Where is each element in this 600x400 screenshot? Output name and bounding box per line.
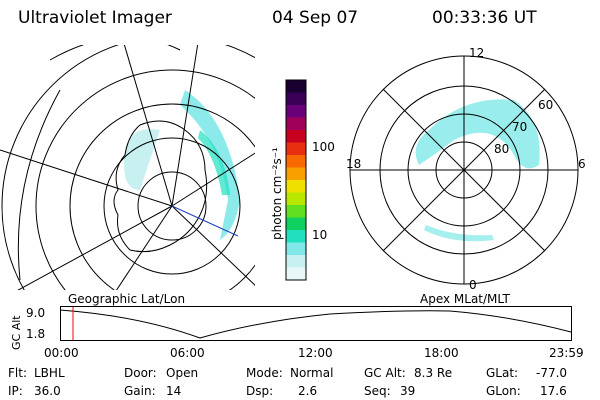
- altitude-plot: [59, 306, 572, 341]
- mlt-label-6: 6: [578, 157, 586, 171]
- colorbar-segment: [286, 192, 306, 206]
- colorbar-segment: [286, 105, 306, 118]
- time-label: 00:33:36 UT: [432, 8, 537, 28]
- geographic-map: [0, 45, 255, 290]
- colorbar-segment: [286, 205, 306, 218]
- colorbar-segment: [286, 180, 306, 193]
- mlt-label-12: 12: [469, 46, 485, 60]
- altitude-xtick-0: 00:00: [44, 346, 79, 360]
- ip-value: 36.0: [34, 384, 61, 398]
- colorbar: [285, 79, 307, 281]
- colorbar-segment: [286, 167, 306, 181]
- mode-value: Normal: [290, 366, 334, 380]
- geographic-label: Geographic Lat/Lon: [68, 292, 186, 306]
- glat-value: -77.0: [536, 366, 568, 380]
- colorbar-unit-label: photon cm⁻²s⁻¹: [270, 147, 284, 240]
- magnetic-polar-plot: [349, 55, 579, 285]
- colorbar-segment: [286, 230, 306, 243]
- colorbar-tick-10: 10: [312, 228, 328, 242]
- instrument-title: Ultraviolet Imager: [18, 8, 172, 28]
- seq-label: Seq:: [364, 384, 391, 398]
- gain-label: Gain:: [124, 384, 156, 398]
- colorbar-segment: [286, 255, 306, 268]
- seq-value: 39: [400, 384, 416, 398]
- gcalt-value: 8.3 Re: [414, 366, 453, 380]
- glon-label: GLon:: [486, 384, 521, 398]
- apex-label: Apex MLat/MLT: [420, 292, 510, 306]
- colorbar-segment: [286, 92, 306, 106]
- gcalt-label: GC Alt:: [364, 366, 406, 380]
- altitude-ylabel: GC Alt: [10, 315, 23, 350]
- flt-value: LBHL: [34, 366, 65, 380]
- dsp-value: 2.6: [298, 384, 318, 398]
- altitude-ytick-low: 1.8: [26, 327, 46, 341]
- flt-label: Flt:: [8, 366, 27, 380]
- colorbar-segment: [286, 130, 306, 143]
- colorbar-segment: [286, 267, 306, 281]
- mlt-label-18: 18: [346, 157, 362, 171]
- altitude-xtick-1: 06:00: [170, 346, 205, 360]
- date-label: 04 Sep 07: [272, 8, 359, 28]
- mlat-label-80: 80: [494, 142, 510, 156]
- altitude-xtick-3: 18:00: [424, 346, 459, 360]
- colorbar-segment: [286, 242, 306, 256]
- colorbar-segment: [286, 80, 306, 93]
- door-value: Open: [166, 366, 199, 380]
- mode-label: Mode:: [246, 366, 283, 380]
- mlat-label-70: 70: [512, 120, 528, 134]
- colorbar-segment: [286, 217, 306, 231]
- dsp-label: Dsp:: [246, 384, 274, 398]
- altitude-ytick-high: 9.0: [26, 306, 46, 320]
- colorbar-segment: [286, 117, 306, 131]
- glon-value: 17.6: [540, 384, 567, 398]
- gain-value: 14: [166, 384, 182, 398]
- colorbar-segment: [286, 142, 306, 156]
- mlt-label-0: 0: [469, 278, 477, 292]
- glat-label: GLat:: [486, 366, 519, 380]
- door-label: Door:: [124, 366, 157, 380]
- mlat-label-60: 60: [538, 98, 554, 112]
- ip-label: IP:: [8, 384, 23, 398]
- colorbar-tick-100: 100: [312, 140, 335, 154]
- altitude-xtick-4: 23:59: [549, 346, 584, 360]
- colorbar-segment: [286, 155, 306, 168]
- altitude-xtick-2: 12:00: [298, 346, 333, 360]
